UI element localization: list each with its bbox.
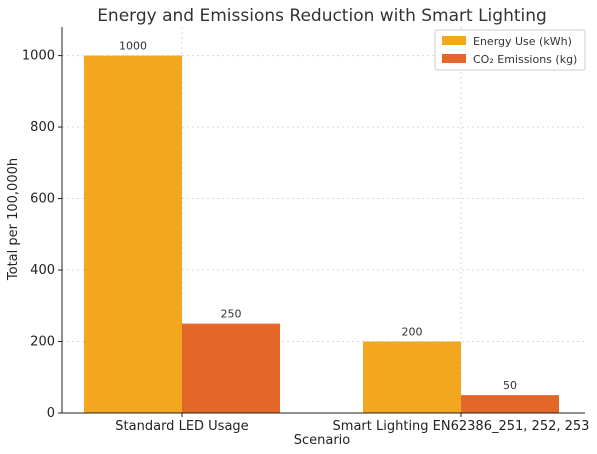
legend-swatch-co2 — [442, 54, 466, 63]
legend: Energy Use (kWh) CO₂ Emissions (kg) — [434, 29, 586, 71]
chart-title: Energy and Emissions Reduction with Smar… — [97, 6, 547, 26]
legend-swatch-energy — [442, 36, 466, 45]
data-label: 1000 — [119, 40, 147, 53]
y-tick-label: 800 — [30, 120, 55, 135]
y-axis-label: Total per 100,000h — [6, 158, 21, 281]
legend-label-co2: CO₂ Emissions (kg) — [473, 53, 577, 66]
bar-co2-1 — [461, 395, 559, 413]
data-label: 200 — [402, 326, 423, 339]
x-tick-label: Smart Lighting EN62386_251, 252, 253 — [333, 419, 590, 434]
y-tick-label: 200 — [30, 335, 55, 350]
y-tick-label: 400 — [30, 263, 55, 278]
bar-energy-1 — [363, 341, 461, 413]
data-label: 250 — [221, 308, 242, 321]
legend-box — [434, 29, 586, 71]
data-labels-layer: 1000 200 250 50 — [119, 40, 517, 393]
data-label: 50 — [503, 379, 517, 392]
legend-label-energy: Energy Use (kWh) — [473, 35, 572, 48]
bar-co2-0 — [182, 323, 280, 413]
axes-layer — [61, 27, 585, 414]
x-axis-label: Scenario — [294, 433, 351, 448]
bars-layer — [84, 55, 559, 414]
bar-energy-0 — [84, 55, 182, 414]
x-tick-label: Standard LED Usage — [115, 419, 248, 434]
y-tick-label: 0 — [47, 406, 55, 421]
y-tick-label: 1000 — [22, 49, 55, 64]
y-tick-label: 600 — [30, 192, 55, 207]
ticks-layer: 0 200 400 600 800 1000 Standard LED Usage Smart… — [22, 49, 590, 434]
